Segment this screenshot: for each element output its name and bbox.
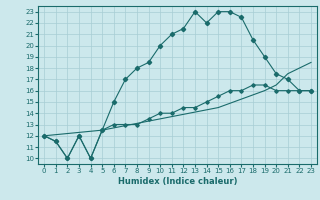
- X-axis label: Humidex (Indice chaleur): Humidex (Indice chaleur): [118, 177, 237, 186]
